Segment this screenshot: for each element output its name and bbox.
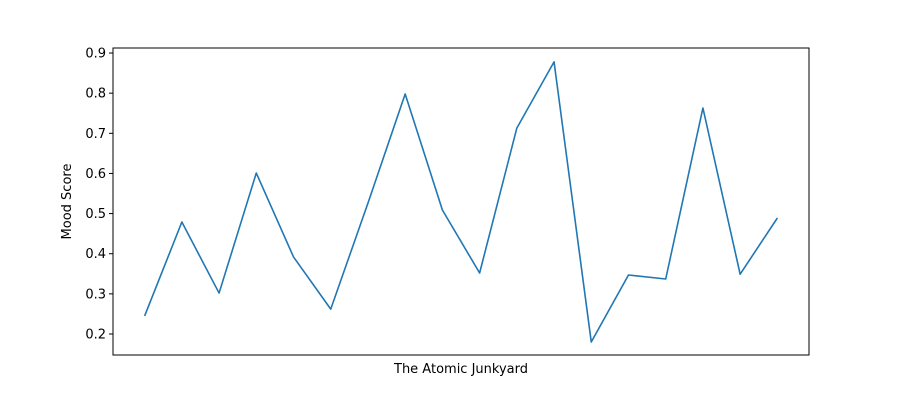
- y-tick-label: 0.4: [85, 247, 106, 262]
- y-axis-label: Mood Score: [60, 164, 75, 240]
- y-tick-label: 0.8: [85, 87, 106, 102]
- y-tick-label: 0.5: [85, 207, 106, 222]
- y-tick-label: 0.9: [85, 47, 106, 62]
- plot-frame: [112, 47, 810, 356]
- line: [143, 61, 779, 343]
- y-tick-label: 0.6: [85, 167, 106, 182]
- y-tick-label: 0.7: [85, 127, 106, 142]
- y-tick-label: 0.2: [85, 328, 106, 343]
- y-tick-label: 0.3: [85, 287, 106, 302]
- x-axis-label: The Atomic Junkyard: [393, 362, 528, 377]
